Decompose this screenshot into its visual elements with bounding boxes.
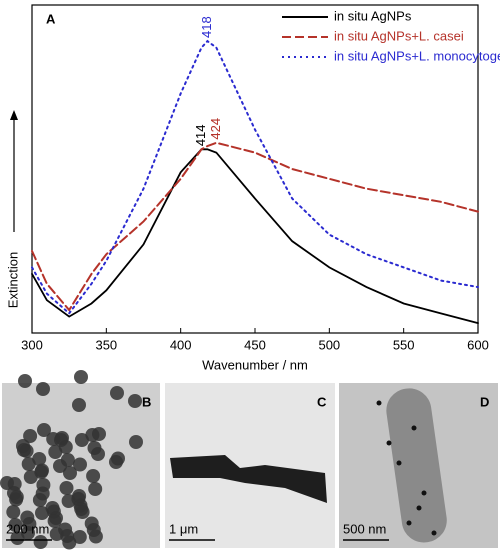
particle	[58, 522, 73, 537]
particle	[58, 440, 73, 454]
particle	[72, 530, 87, 544]
x-tick-label: 500	[318, 337, 340, 352]
particle	[73, 457, 87, 472]
particle	[84, 516, 99, 531]
particle	[32, 452, 47, 466]
particle	[88, 482, 103, 496]
nanoparticle	[411, 425, 417, 431]
particle	[36, 382, 50, 396]
particle	[109, 455, 123, 469]
particle	[86, 469, 101, 483]
x-tick-label: 400	[170, 337, 192, 352]
particle	[74, 433, 89, 447]
particle	[110, 386, 124, 400]
nanoparticle	[406, 520, 412, 526]
panel-label: A	[46, 11, 56, 26]
aggregate	[170, 455, 327, 503]
peak-label: 418	[199, 16, 214, 38]
particle	[72, 398, 86, 412]
scale-label: 200 nm	[6, 521, 49, 536]
particle	[8, 518, 23, 532]
bacterium	[386, 388, 447, 543]
nanoparticle	[386, 440, 392, 446]
legend-label: in situ AgNPs+L. casei	[334, 28, 464, 43]
panel-label: D	[480, 394, 489, 409]
scale-label: 1 μm	[169, 521, 198, 536]
particle	[32, 493, 47, 507]
scale-label: 500 nm	[343, 521, 386, 536]
nanoparticle	[396, 460, 402, 466]
peak-label: 414	[193, 124, 208, 146]
particle	[74, 370, 88, 384]
particle	[21, 526, 35, 540]
particle	[35, 506, 49, 520]
x-tick-label: 550	[393, 337, 415, 352]
particle	[129, 435, 143, 449]
particle	[37, 423, 51, 437]
particle	[60, 453, 75, 467]
particle	[20, 510, 35, 525]
legend-label: in situ AgNPs	[334, 8, 412, 23]
series-line	[31, 141, 479, 312]
x-tick-label: 600	[467, 337, 489, 352]
particle	[48, 445, 63, 459]
x-tick-label: 300	[21, 337, 43, 352]
particle	[34, 465, 49, 479]
x-tick-label: 450	[244, 337, 266, 352]
particle	[33, 535, 48, 549]
particle	[7, 486, 21, 500]
series-line	[31, 39, 479, 315]
x-axis-label: Wavenumber / nm	[202, 357, 308, 372]
panel-label: B	[142, 394, 151, 409]
particle	[19, 444, 34, 458]
particle	[6, 505, 21, 519]
series-line	[31, 148, 479, 325]
panel-label: C	[317, 394, 327, 409]
particle	[46, 432, 61, 446]
particle	[21, 457, 36, 471]
particle	[85, 428, 100, 442]
legend-label: in situ AgNPs+L. monocytogenes	[334, 48, 500, 63]
nanoparticle	[416, 505, 422, 511]
x-tick-label: 350	[95, 337, 117, 352]
particle	[87, 441, 102, 455]
particle	[45, 501, 60, 515]
y-axis-label: Extinction	[5, 252, 20, 308]
particle	[23, 470, 38, 484]
nanoparticle	[376, 400, 382, 406]
particle	[10, 531, 25, 545]
y-arrow-head	[10, 110, 18, 120]
nanoparticle	[431, 530, 437, 536]
particle	[128, 394, 142, 408]
particle	[23, 429, 38, 443]
peak-label: 424	[208, 118, 223, 140]
particle	[63, 466, 77, 480]
nanoparticle	[421, 490, 427, 496]
particle	[59, 481, 74, 495]
particle	[18, 374, 32, 388]
particle	[71, 492, 86, 506]
